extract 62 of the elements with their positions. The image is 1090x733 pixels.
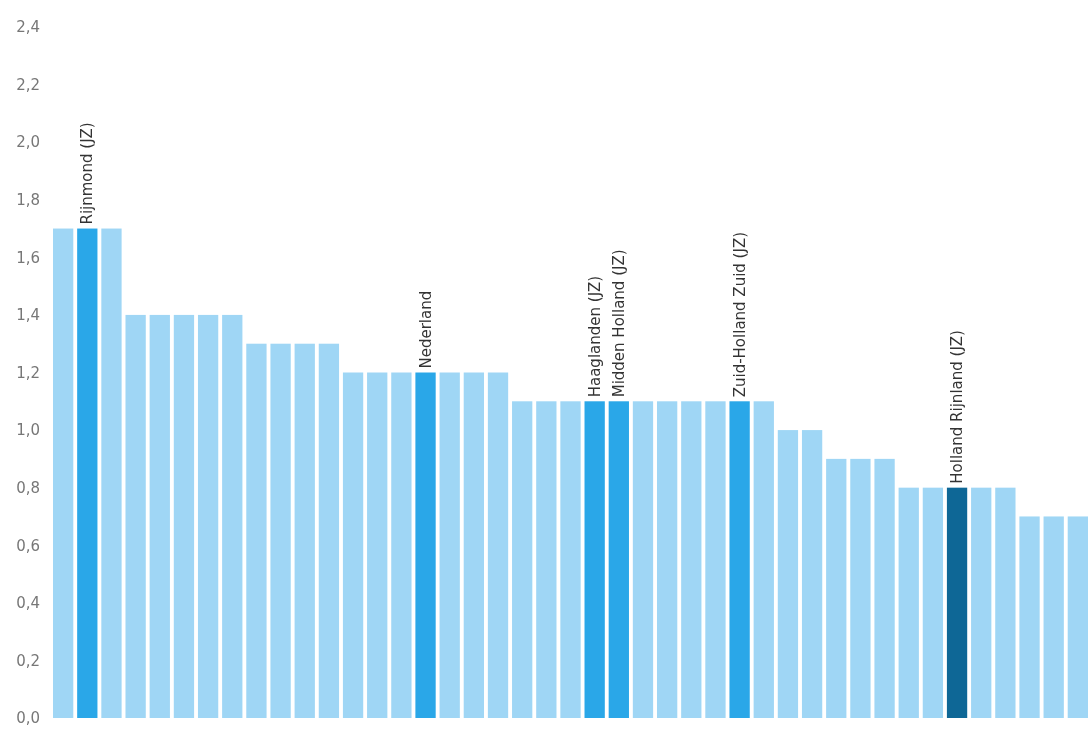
y-tick-label: 2,4: [16, 18, 40, 37]
bar: [922, 487, 944, 718]
bar: [173, 314, 195, 718]
y-tick-label: 0,8: [16, 478, 40, 497]
y-tick-label: 2,0: [16, 133, 40, 152]
bar: [53, 228, 74, 718]
bar: [77, 228, 98, 718]
y-tick-label: 0,6: [16, 536, 40, 555]
bar: [391, 372, 412, 718]
y-tick-label: 0,2: [16, 651, 40, 670]
bar: [439, 372, 460, 718]
x-tick-label: Nederland: [416, 290, 435, 369]
bar: [777, 430, 799, 718]
y-tick-label: 1,2: [16, 363, 40, 382]
bar: [463, 372, 485, 718]
y-tick-label: 1,4: [16, 306, 40, 325]
bar: [632, 401, 654, 718]
bar: [1067, 516, 1088, 718]
bar: [342, 372, 364, 718]
bar: [826, 458, 847, 718]
bar: [270, 343, 291, 718]
x-tick-label: Zuid-Holland Zuid (JZ): [730, 231, 749, 398]
bar: [318, 343, 340, 718]
bar: [367, 372, 388, 718]
bar: [753, 401, 774, 718]
bar: [487, 372, 509, 718]
bar: [874, 458, 895, 718]
bar: [995, 487, 1016, 718]
bar: [656, 401, 678, 718]
bar: [560, 401, 581, 718]
bar: [971, 487, 992, 718]
bar: [149, 314, 170, 718]
bar: [1019, 516, 1040, 718]
bar: [898, 487, 919, 718]
bar: [729, 401, 750, 718]
y-tick-label: 1,8: [16, 191, 40, 209]
bar: [705, 401, 726, 718]
bar: [512, 401, 533, 718]
bar: [801, 430, 823, 718]
y-tick-label: 0,4: [16, 594, 40, 613]
bar: [946, 487, 968, 718]
bar: [1043, 516, 1064, 718]
x-tick-label: Rijnmond (JZ): [78, 122, 97, 225]
bar: [101, 228, 122, 718]
y-tick-label: 2,2: [16, 75, 40, 94]
bar: [294, 343, 315, 718]
y-tick-label: 0,0: [16, 709, 40, 728]
x-tick-label: Holland Rijnland (JZ): [948, 330, 967, 484]
bar: [681, 401, 702, 718]
y-tick-label: 1,0: [16, 421, 40, 440]
bar: [536, 401, 557, 718]
x-tick-label: Midden Holland (JZ): [609, 249, 628, 398]
y-tick-label: 1,6: [16, 248, 40, 267]
bar: [222, 314, 243, 718]
x-tick-label: Haaglanden (JZ): [585, 275, 604, 398]
bar: [125, 314, 146, 718]
bar: [608, 401, 629, 718]
bar: [415, 372, 436, 718]
bar: [197, 314, 219, 718]
bar: [850, 458, 871, 718]
bar: [584, 401, 605, 718]
bar: [246, 343, 267, 718]
